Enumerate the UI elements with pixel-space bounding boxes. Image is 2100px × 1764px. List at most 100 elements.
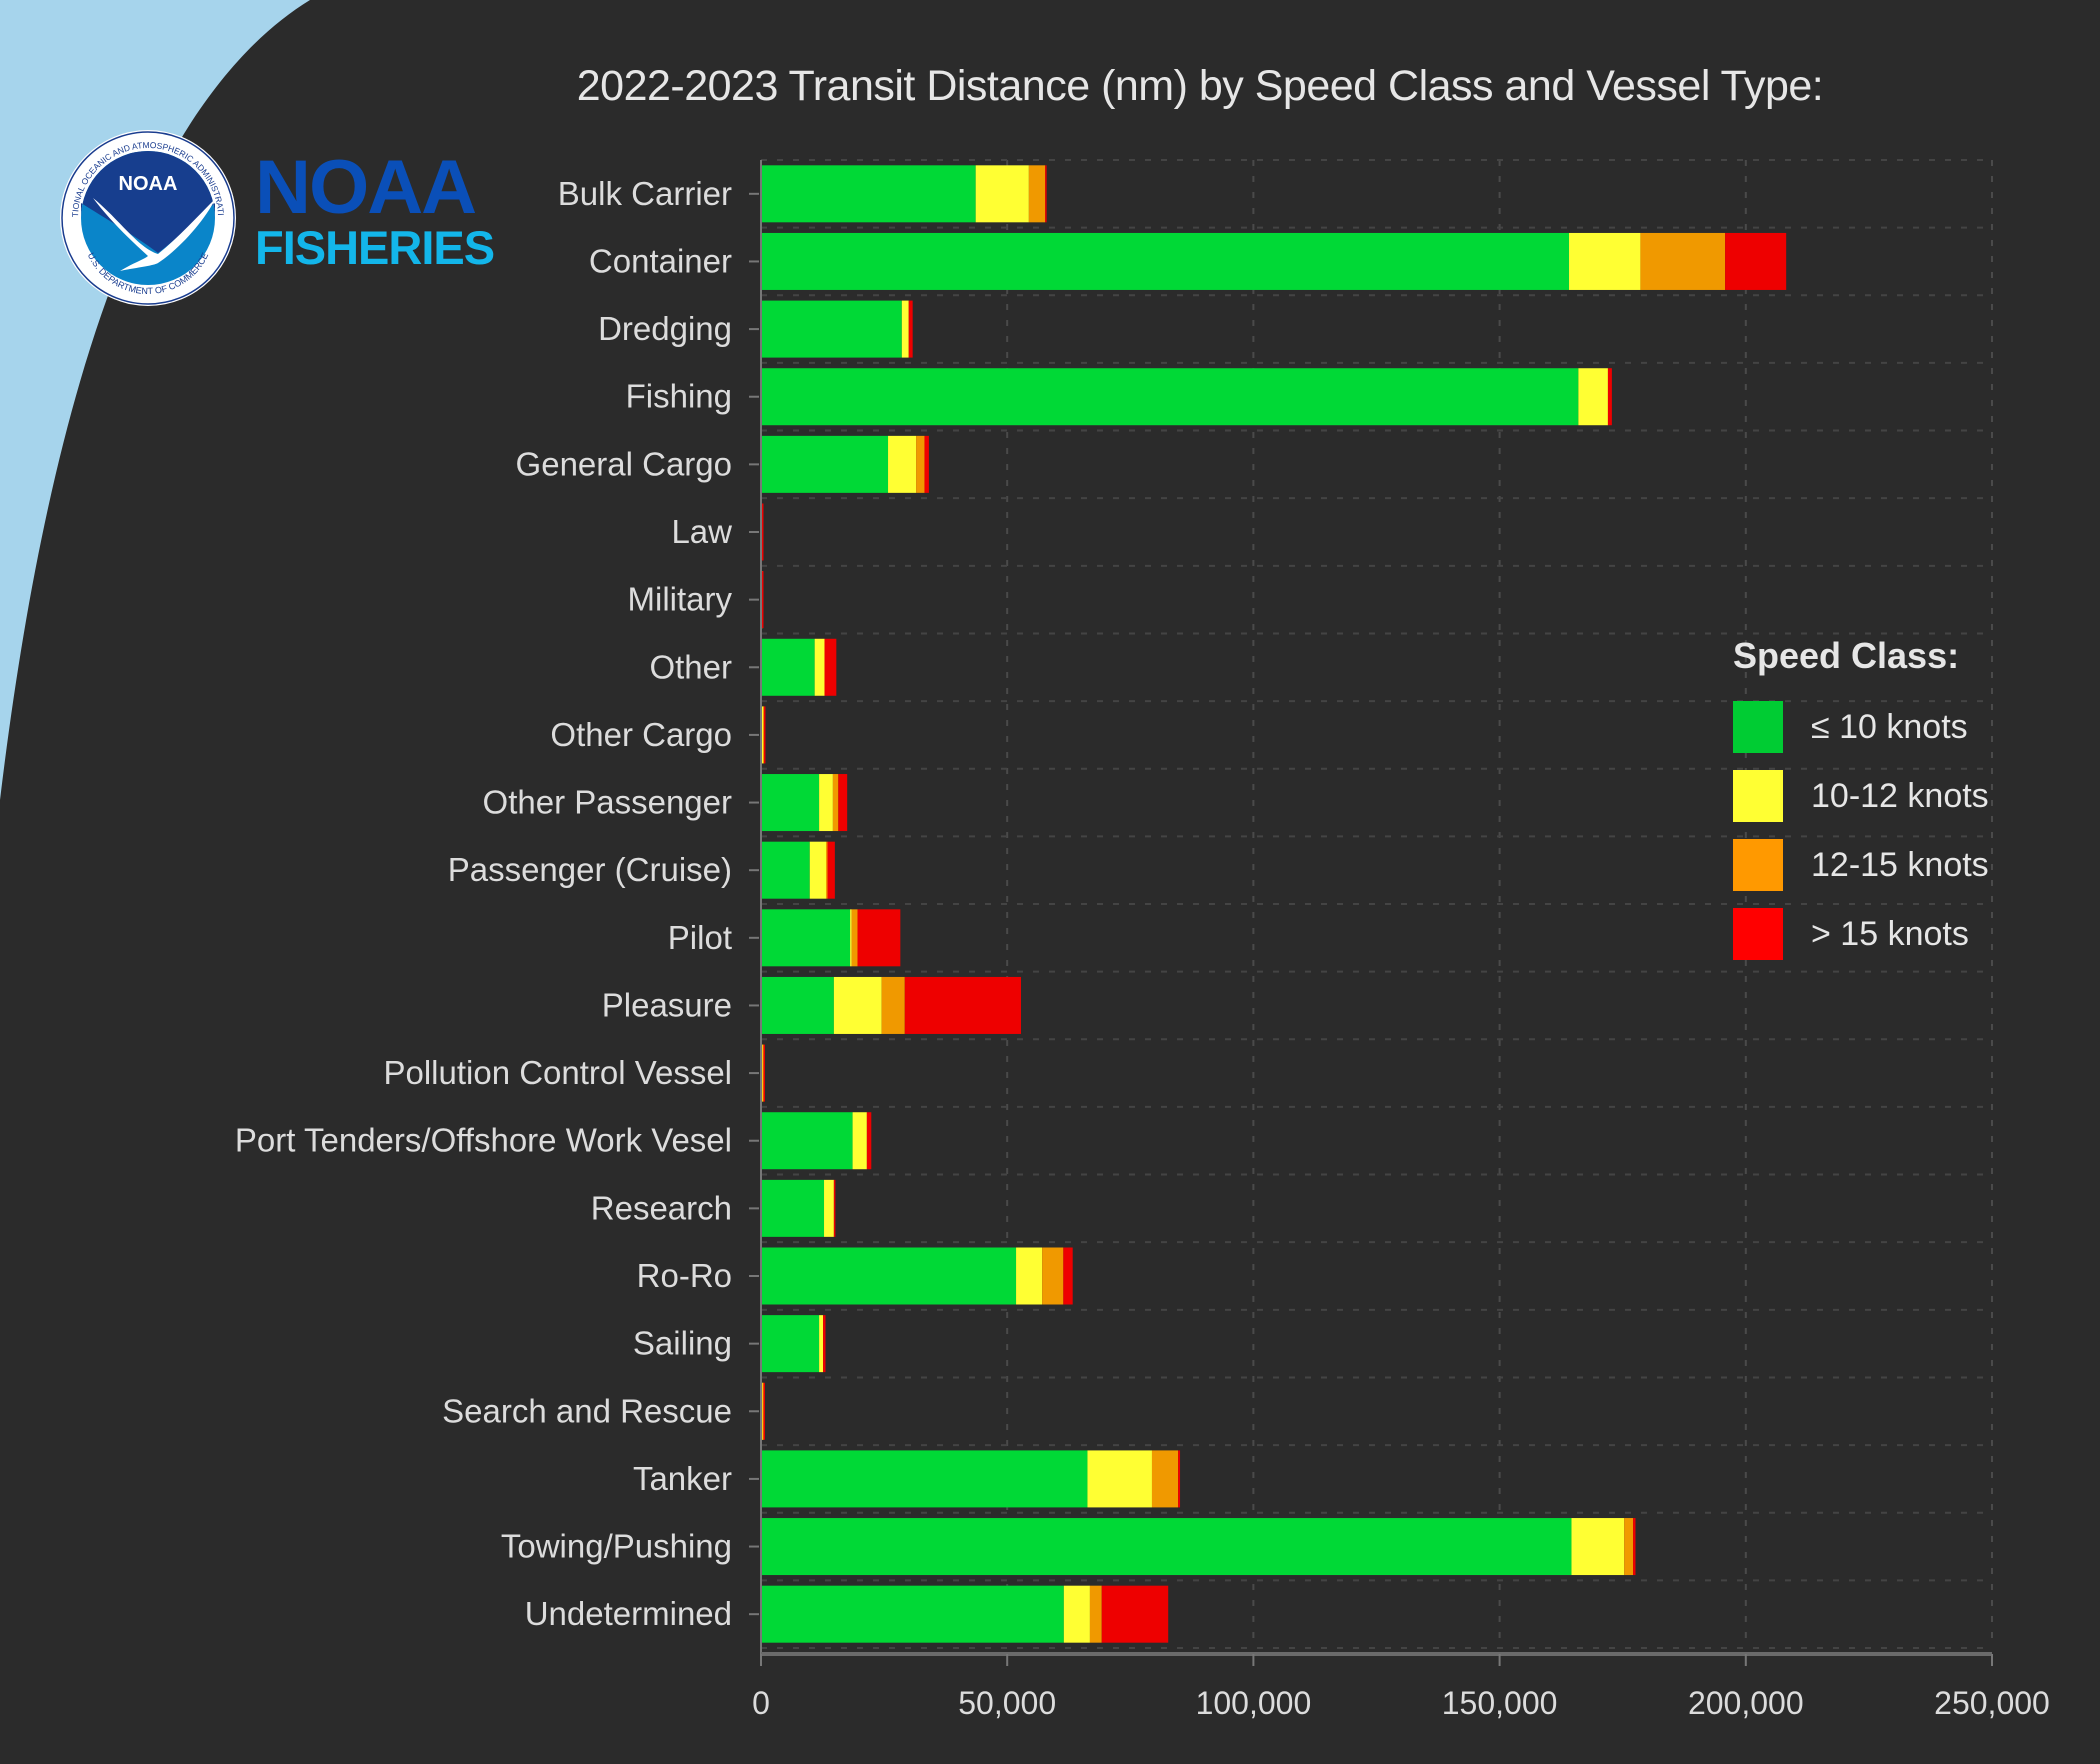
category-label: Undetermined [525,1595,732,1632]
bar-segment [857,909,901,967]
legend-swatch [1733,908,1783,960]
noaa-seal-logo: NOAA NATIONAL OCEANIC AND ATMOSPHERIC AD… [55,120,238,312]
category-label: Ro-Ro [637,1257,732,1294]
bar-segment [819,1315,824,1373]
bar-segment [761,774,820,832]
bar-segment [1089,1585,1102,1643]
category-label: Other Passenger [483,784,732,821]
category-label: Container [589,242,732,279]
bar-segment [975,165,1029,223]
bar-segment [761,1247,1017,1305]
bar-segment [761,976,834,1034]
bar-segment [1640,232,1726,290]
bar-segment [761,571,764,629]
legend-item-12-15: 12-15 knots [1733,839,1989,891]
bar-segment [851,909,858,967]
bar-segment [761,1450,1088,1508]
bar-segment [762,1382,764,1440]
bar-segment [763,1382,765,1440]
legend-label: 10-12 knots [1811,776,1989,815]
bar-segment [1045,165,1047,223]
bar-segment [908,300,913,358]
bar-segment [852,1112,867,1170]
bar-segment [901,300,909,358]
category-label: Pleasure [602,986,732,1023]
legend-label: ≤ 10 knots [1811,707,1968,746]
category-label: Pollution Control Vessel [383,1054,732,1091]
bar-segment [761,1112,853,1170]
noaa-fisheries-wordmark: NOAA FISHERIES [255,150,495,274]
bar-segment [1042,1247,1064,1305]
bar-segment [761,300,902,358]
bar-segment [761,503,764,561]
bar-segment [761,841,810,899]
category-label: Military [628,581,733,618]
category-label: Fishing [626,378,732,415]
bar-segment [1725,232,1787,290]
legend-label: 12-15 knots [1811,845,1989,884]
bar-segment [832,774,839,832]
brand-name-noaa: NOAA [255,145,477,230]
bar-segment [850,909,852,967]
bar-segment [1633,1518,1636,1576]
bar-segment [761,638,815,696]
bar-segment [761,435,889,493]
bar-segment [819,774,833,832]
bar-segment [1101,1585,1169,1643]
bar-segment [762,706,765,764]
bar-segment [761,165,976,223]
category-label: Bulk Carrier [558,175,732,212]
bar-segment [761,1518,1572,1576]
bar-segment [761,1315,820,1373]
bar-segment [761,232,1570,290]
bar-segment [1578,368,1608,426]
bar-segment [762,1044,764,1102]
bar-segment [1063,1585,1090,1643]
bar-segment [833,976,882,1034]
bar-segment [1016,1247,1043,1305]
axes [749,160,1993,1666]
bars [761,165,1787,1643]
category-label: Towing/Pushing [501,1528,732,1565]
category-label: Law [671,513,732,550]
legend-item-gt15: > 15 knots [1733,908,1989,960]
category-label: Dredging [598,310,732,347]
bar-segment [761,1179,825,1237]
legend-title: Speed Class: [1733,635,1960,676]
bar-segment [1063,1247,1073,1305]
bar-segment [1178,1450,1181,1508]
category-label: Other [649,648,732,685]
category-label: Tanker [633,1460,732,1497]
bar-segment [761,368,1579,426]
x-tick-label: 50,000 [958,1685,1056,1721]
brand-name-fisheries: FISHERIES [255,221,495,274]
x-tick-label: 200,000 [1688,1685,1804,1721]
bar-segment [904,976,1021,1034]
legend-item-10-12: 10-12 knots [1733,770,1989,822]
bar-segment [1087,1450,1152,1508]
bar-segment [881,976,905,1034]
category-label: Research [591,1189,732,1226]
category-label: Search and Rescue [442,1392,732,1429]
bar-segment [825,841,828,899]
gridlines [761,159,1993,1649]
bar-segment [916,435,925,493]
bar-segment [761,1382,763,1440]
legend-swatch [1733,770,1783,822]
bar-segment [827,841,835,899]
legend: Speed Class: ≤ 10 knots 10-12 knots 12-1… [1733,635,1989,977]
category-label: Other Cargo [550,716,732,753]
bar-segment [1607,368,1612,426]
bar-segment [866,1112,872,1170]
bar-segment [888,435,917,493]
bar-segment [761,1044,763,1102]
bar-segment [763,706,766,764]
x-tick-label: 0 [752,1685,770,1721]
category-labels: Bulk Carrier Container Dredging Fishing Gene… [235,175,733,1632]
x-tick-label: 100,000 [1196,1685,1312,1721]
category-label: Sailing [633,1325,732,1362]
bar-segment [1624,1518,1634,1576]
legend-item-le10: ≤ 10 knots [1733,701,1989,753]
bar-segment [924,435,929,493]
x-tick-labels: 0 50,000 100,000 150,000 200,000 250,000 [752,1685,2050,1721]
